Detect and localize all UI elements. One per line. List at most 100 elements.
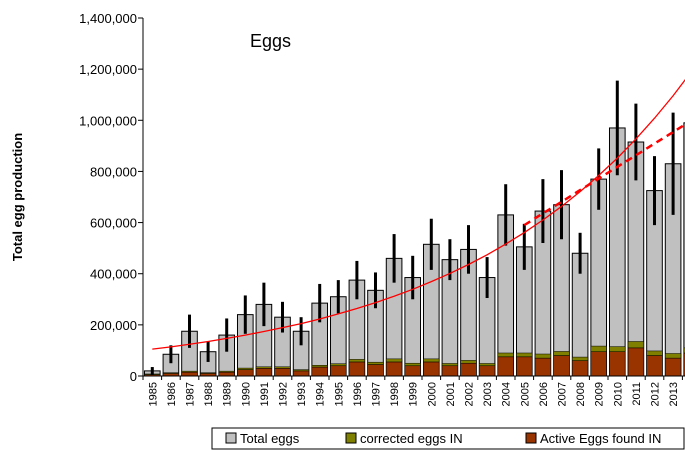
stack-segment — [293, 369, 310, 372]
legend-swatch — [345, 432, 357, 444]
stack-segment — [274, 366, 291, 369]
chart-title: Eggs — [250, 31, 291, 51]
y-tick-label: 400,000 — [90, 267, 137, 282]
stack-segment — [330, 363, 347, 367]
stack-segment — [572, 360, 589, 377]
x-tick-label: 1995 — [333, 382, 345, 406]
x-tick-label: 2012 — [650, 382, 662, 406]
stack-segment — [665, 357, 682, 377]
stack-segment — [423, 358, 440, 363]
x-tick-label: 2011 — [631, 382, 643, 406]
stack-segment — [404, 362, 421, 367]
y-tick-label: 600,000 — [90, 216, 137, 231]
stack-segment — [181, 370, 198, 373]
stack-segment — [367, 364, 384, 377]
stack-segment — [497, 356, 514, 377]
stack-segment — [590, 345, 607, 352]
plot-area — [143, 78, 685, 377]
x-tick-label: 2007 — [557, 382, 569, 406]
stack-segment — [627, 341, 644, 349]
stack-segment — [330, 365, 347, 377]
trend-line — [152, 78, 685, 350]
stack-segment — [479, 363, 496, 367]
x-tick-label: 1993 — [296, 382, 308, 406]
stack-segment — [162, 372, 179, 374]
stack-segment — [237, 367, 254, 370]
stack-segment — [181, 371, 198, 377]
x-tick-label: 2010 — [612, 382, 624, 406]
x-tick-label: 1985 — [147, 382, 159, 406]
stack-segment — [255, 366, 272, 369]
x-tick-label: 1998 — [389, 382, 401, 406]
stack-segment — [386, 358, 403, 363]
stack-segment — [627, 347, 644, 377]
x-tick-label: 2013 — [668, 382, 680, 406]
x-tick-label: 1989 — [222, 382, 234, 406]
stack-segment — [293, 370, 310, 377]
x-tick-label: 2000 — [426, 382, 438, 406]
y-axis-label: Total egg production — [10, 133, 25, 261]
legend-label: Total eggs — [240, 431, 300, 446]
stack-segment — [200, 372, 217, 374]
stack-segment — [646, 355, 663, 377]
legend-swatch — [225, 432, 237, 444]
x-tick-label: 1987 — [185, 382, 197, 406]
x-tick-label: 1999 — [408, 382, 420, 406]
stack-segment — [441, 363, 458, 367]
x-tick-label: 1992 — [278, 382, 290, 406]
stack-segment — [367, 361, 384, 365]
legend-box — [211, 427, 685, 450]
stack-segment — [441, 365, 458, 377]
stack-segment — [348, 361, 365, 377]
x-tick-label: 1994 — [315, 382, 327, 406]
stack-segment — [348, 359, 365, 363]
stack-segment — [460, 360, 477, 364]
y-tick-label: 800,000 — [90, 164, 137, 179]
x-tick-label: 2004 — [501, 382, 513, 406]
bar — [683, 122, 685, 377]
x-tick-label: 1997 — [371, 382, 383, 406]
x-tick-label: 1988 — [203, 382, 215, 406]
x-tick-label: 1991 — [259, 382, 271, 406]
legend-label: Active Eggs found IN — [540, 431, 661, 446]
stack-segment — [218, 371, 235, 377]
stack-segment — [218, 370, 235, 373]
stack-segment — [683, 347, 685, 354]
x-tick-label: 1986 — [166, 382, 178, 406]
stack-segment — [460, 362, 477, 377]
stack-segment — [572, 356, 589, 361]
stack-segment — [255, 368, 272, 377]
stack-segment — [516, 352, 533, 358]
stack-segment — [553, 351, 570, 356]
legend-swatch — [525, 432, 537, 444]
x-tick-label: 2002 — [464, 382, 476, 406]
stack-segment — [534, 357, 551, 377]
stack-segment — [237, 369, 254, 377]
stack-segment — [479, 365, 496, 377]
stack-segment — [683, 352, 685, 377]
stack-segment — [646, 350, 663, 356]
stack-segment — [386, 361, 403, 377]
x-tick-label: 2009 — [594, 382, 606, 406]
y-tick-label: 0 — [130, 369, 137, 384]
stack-segment — [553, 355, 570, 377]
y-tick-label: 200,000 — [90, 318, 137, 333]
legend-label: corrected eggs IN — [360, 431, 463, 446]
x-tick-label: 1990 — [240, 382, 252, 406]
y-tick-label: 1,000,000 — [79, 113, 137, 128]
x-tick-label: 2001 — [445, 382, 457, 406]
trend-line — [523, 123, 685, 227]
stack-segment — [311, 365, 328, 368]
x-tick-label: 1996 — [352, 382, 364, 406]
x-tick-label: 2008 — [575, 382, 587, 406]
stack-segment — [590, 351, 607, 377]
stack-segment — [404, 365, 421, 377]
x-tick-label: 2003 — [482, 382, 494, 406]
x-tick-label: 2006 — [538, 382, 550, 406]
stack-segment — [665, 353, 682, 359]
stack-segment — [516, 356, 533, 377]
y-tick-label: 1,400,000 — [79, 11, 137, 26]
stack-segment — [423, 361, 440, 377]
stack-segment — [534, 353, 551, 359]
